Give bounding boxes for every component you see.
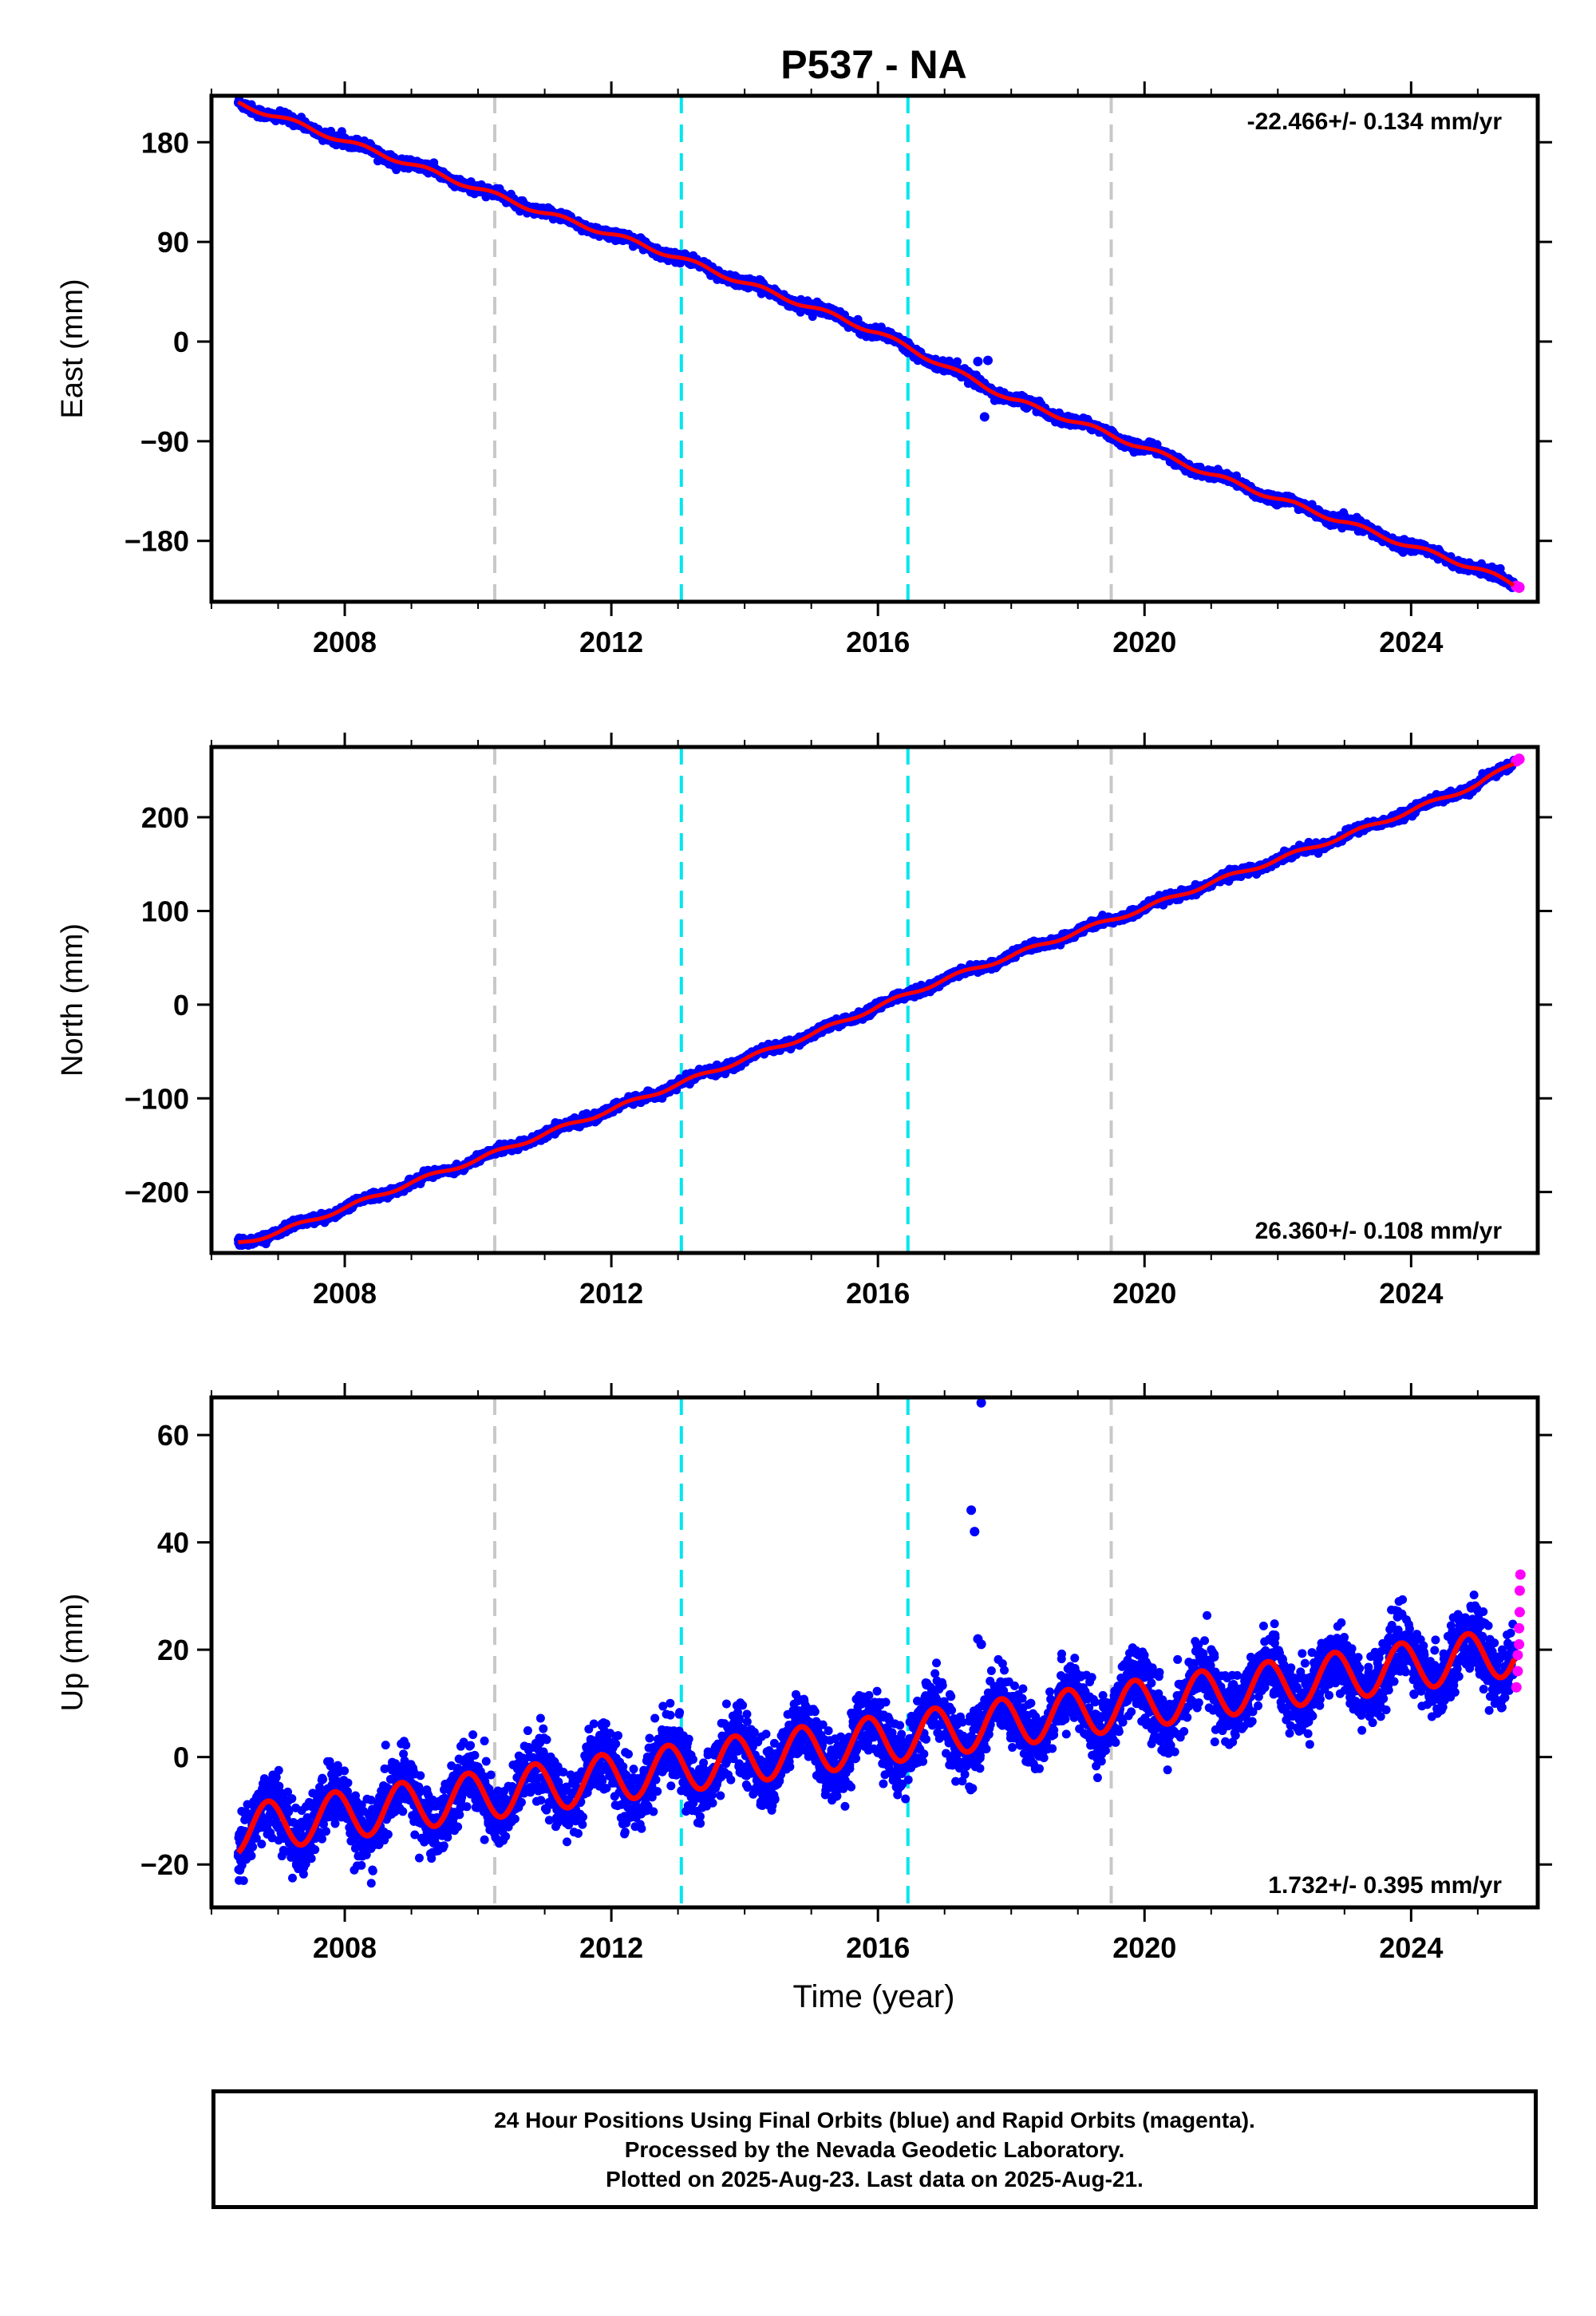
model-curve [237,100,1515,587]
y-axis-label: North (mm) [56,923,89,1077]
y-tick-label: 90 [157,226,189,259]
outlier-point [973,356,983,366]
x-tick-label: 2012 [579,1277,643,1310]
plot-area [234,96,1525,602]
y-tick-label: −180 [124,525,189,558]
y-tick-label: 0 [173,989,189,1022]
y-tick-label: 0 [173,326,189,358]
x-tick-label: 2024 [1379,1277,1443,1310]
velocity-label: -22.466+/- 0.134 mm/yr [1247,109,1503,135]
chart-title: P537 - NA [780,42,966,87]
x-tick-label: 2020 [1112,1277,1176,1310]
outlier-point [982,355,993,366]
y-tick-label: 100 [141,895,189,927]
data-point [953,357,962,366]
plot-area [233,747,1525,1253]
y-tick-label: −200 [124,1176,189,1209]
panel-north: 2008 2012 2016 2020 2024 200 100 0 −100 −200 North… [56,733,1552,1310]
rapid-point [1513,581,1525,593]
x-tick-label: 2020 [1112,626,1176,658]
x-tick-label: 2024 [1379,626,1443,658]
x-tick-label: 2016 [846,626,910,658]
y-tick-label: 180 [141,126,189,159]
outlier-point [979,412,990,422]
x-tick-label: 2016 [846,1277,910,1310]
y-tick-label: −90 [140,425,189,458]
x-tick-label: 2008 [313,1277,377,1310]
y-tick-label: −100 [124,1082,189,1115]
panel-east: 2008 2012 2016 2020 2024 180 90 0 −90 −180 East (m… [56,81,1552,658]
x-tick-label: 2008 [313,626,377,658]
y-tick-label: 200 [141,801,189,834]
plot-frame [209,93,1540,604]
y-axis-label: East (mm) [56,279,89,418]
x-tick-label: 2012 [579,626,643,658]
